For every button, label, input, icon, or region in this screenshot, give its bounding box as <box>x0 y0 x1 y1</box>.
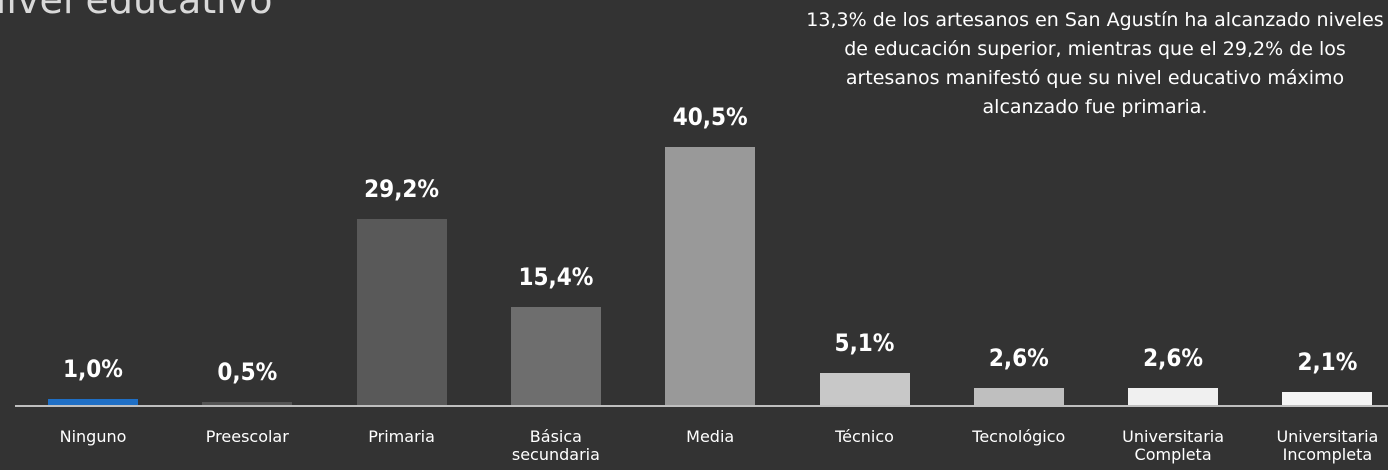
bar <box>819 372 910 405</box>
x-tick-label: Técnico <box>835 427 894 446</box>
x-tick-label: Universitaria Completa <box>1122 427 1225 464</box>
value-label: 2,1% <box>1297 347 1358 376</box>
value-label: 15,4% <box>518 262 594 291</box>
x-tick-label: Tecnológico <box>972 427 1066 446</box>
value-label: 29,2% <box>364 174 440 203</box>
value-label: 40,5% <box>672 103 748 131</box>
x-tick-label: Universitaria Incompleta <box>1276 427 1379 464</box>
value-label: 5,1% <box>834 328 895 357</box>
chart-title: Nivel educativo <box>0 0 273 22</box>
bar <box>1282 391 1373 405</box>
bar <box>973 388 1064 405</box>
value-label: 0,5% <box>217 357 278 386</box>
x-tick-label: Primaria <box>368 427 435 446</box>
bar <box>1128 388 1219 405</box>
x-tick-label: Básica secundaria <box>511 427 600 464</box>
bar <box>48 398 138 405</box>
bar <box>510 306 601 405</box>
x-tick-label: Media <box>686 427 735 446</box>
bar <box>202 401 293 405</box>
annotation: 13,3% de los artesanos en San Agustín ha… <box>806 9 1384 118</box>
value-label: 2,6% <box>1143 344 1204 373</box>
baseline <box>15 405 1388 407</box>
bar <box>356 218 447 405</box>
bar <box>665 147 756 405</box>
x-tick-label: Ninguno <box>59 427 127 446</box>
value-label: 1,0% <box>63 354 123 383</box>
x-tick-label: Preescolar <box>205 427 289 446</box>
value-label: 2,6% <box>988 344 1049 373</box>
